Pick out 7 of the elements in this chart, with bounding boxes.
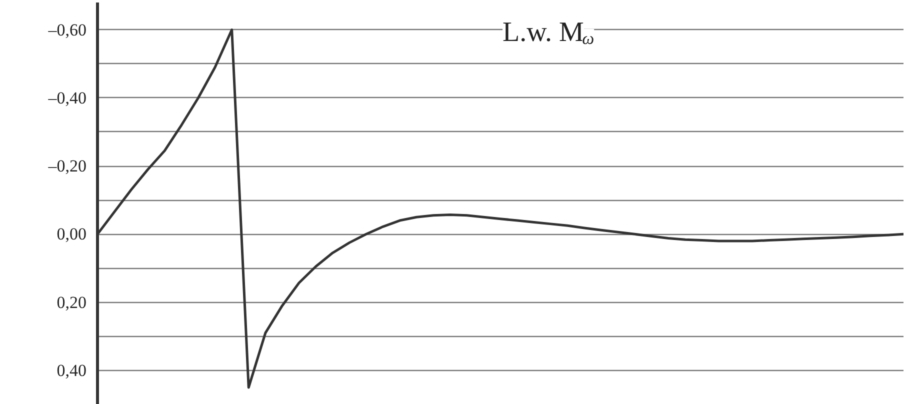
- y-tick-label: –0,60: [47, 20, 86, 40]
- y-tick-label: –0,40: [47, 88, 86, 108]
- y-tick-label: 0,00: [56, 224, 86, 244]
- y-tick-label: 0,20: [56, 292, 86, 312]
- y-tick-label: –0,20: [47, 156, 86, 176]
- y-tick-label: 0,40: [56, 360, 86, 380]
- text: L.w. Mω: [502, 17, 594, 48]
